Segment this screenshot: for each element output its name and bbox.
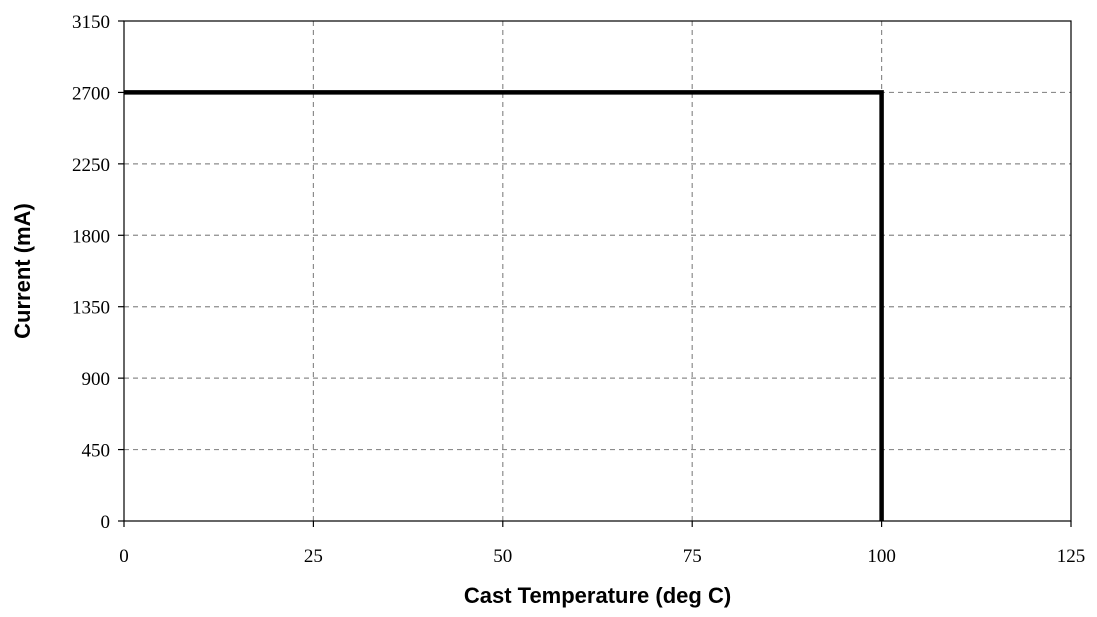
grid-lines	[124, 21, 1071, 521]
x-axis-title: Cast Temperature (deg C)	[464, 583, 731, 608]
x-axis-ticks: 0 25 50 75 100 125	[119, 521, 1085, 567]
y-tick-label: 450	[82, 441, 111, 462]
y-tick-label: 0	[101, 512, 111, 533]
x-tick-label: 50	[493, 546, 512, 567]
x-tick-label: 75	[683, 546, 702, 567]
y-axis-title: Current (mA)	[10, 203, 35, 339]
y-axis-ticks: 0 450 900 1350 1800 2250 2700 3150	[72, 12, 124, 533]
x-tick-label: 0	[119, 546, 129, 567]
plot-area-frame	[123, 20, 1072, 522]
y-tick-label: 3150	[72, 12, 110, 33]
y-tick-label: 900	[82, 369, 111, 390]
y-tick-label: 1350	[72, 298, 110, 319]
y-tick-label: 2700	[72, 83, 110, 104]
x-tick-label: 100	[867, 546, 896, 567]
x-tick-label: 25	[304, 546, 323, 567]
y-tick-label: 2250	[72, 155, 110, 176]
x-tick-label: 125	[1057, 546, 1086, 567]
y-tick-label: 1800	[72, 226, 110, 247]
series-layer	[123, 90, 884, 522]
